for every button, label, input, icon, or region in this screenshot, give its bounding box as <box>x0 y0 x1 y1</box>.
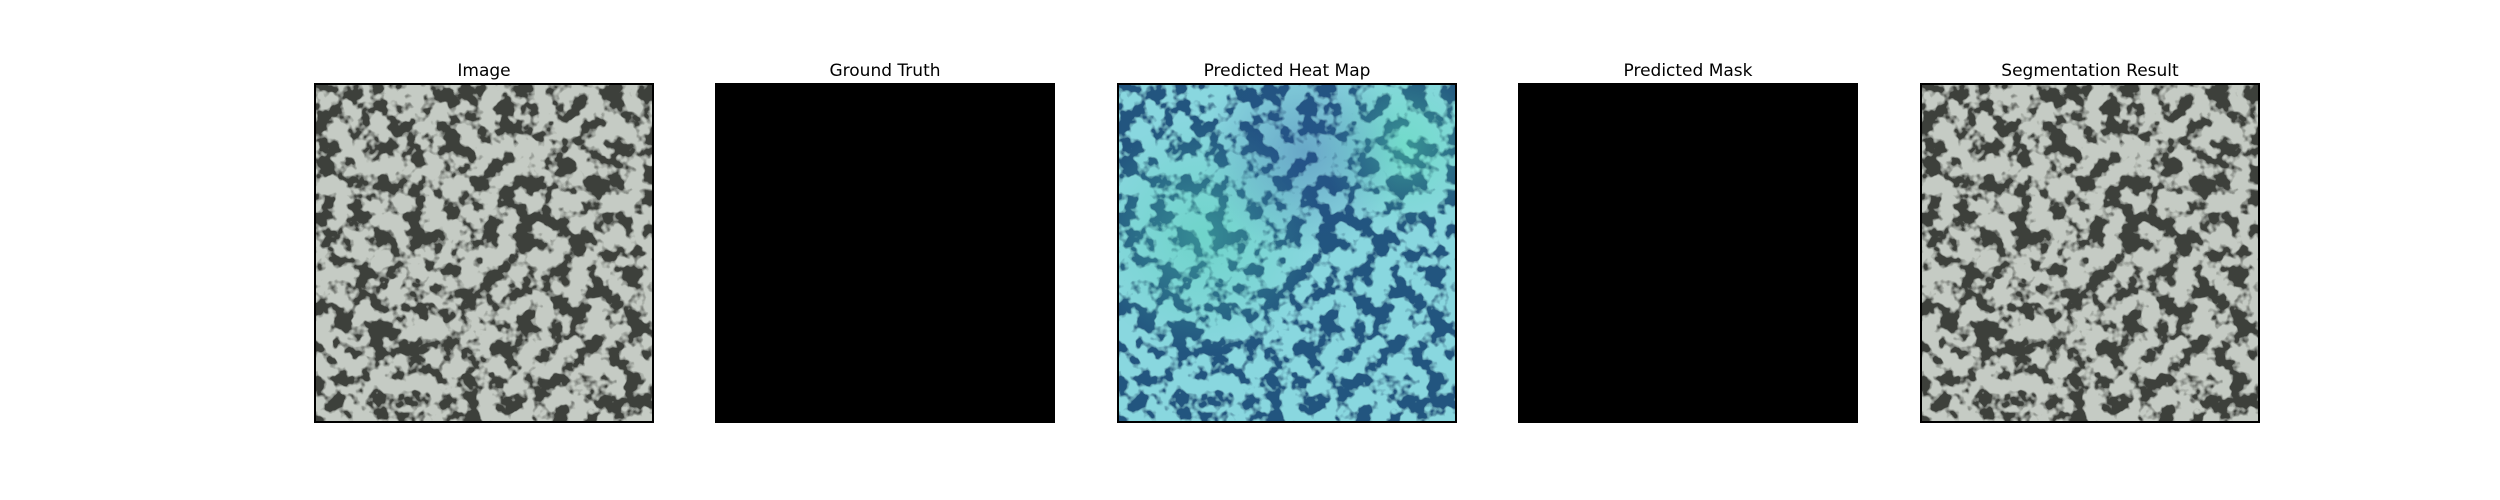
ground-truth-frame <box>715 83 1055 423</box>
panel-title-segmentation-result: Segmentation Result <box>2001 61 2179 81</box>
panel-image: Image <box>314 59 654 423</box>
panel-segmentation-result: Segmentation Result <box>1920 59 2260 423</box>
panel-title-predicted-mask: Predicted Mask <box>1623 61 1753 81</box>
segmentation-result-frame <box>1920 83 2260 423</box>
panel-ground-truth: Ground Truth <box>715 59 1055 423</box>
panel-predicted-mask: Predicted Mask <box>1518 59 1858 423</box>
segmentation-result-image <box>1922 85 2258 421</box>
input-texture-image <box>316 85 652 421</box>
predicted-mask <box>1520 85 1856 421</box>
panel-title-image: Image <box>457 61 511 81</box>
panel-title-ground-truth: Ground Truth <box>829 61 941 81</box>
image-frame <box>314 83 654 423</box>
heat-map-frame <box>1117 83 1457 423</box>
predicted-mask-frame <box>1518 83 1858 423</box>
panel-title-heat-map: Predicted Heat Map <box>1203 61 1371 81</box>
panel-heat-map: Predicted Heat Map <box>1117 59 1457 423</box>
ground-truth-mask <box>717 85 1053 421</box>
heat-map-overlay-image <box>1119 85 1455 421</box>
